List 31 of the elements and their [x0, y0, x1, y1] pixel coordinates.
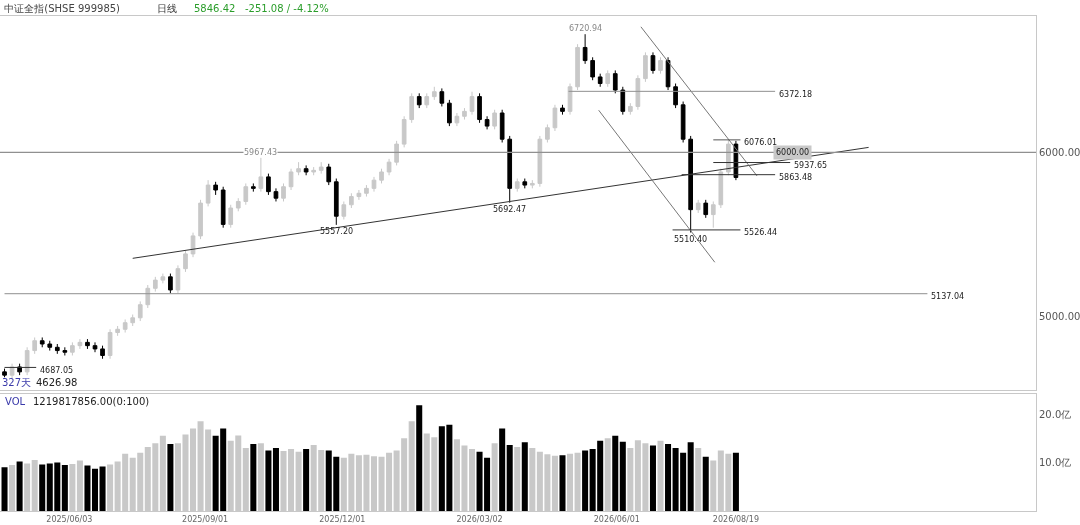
y-tick-label: 10.0亿: [1039, 457, 1072, 469]
text: -251.08 / -4.12%: [245, 3, 329, 14]
annotation: VOL: [5, 396, 26, 407]
annotation: 5510.40: [674, 235, 708, 244]
x-tick-label: 2025/06/03: [46, 514, 93, 524]
text: 日线: [157, 3, 177, 14]
ref-line-label: 6000.00: [776, 148, 810, 157]
x-tick-label: 2026/08/19: [712, 514, 759, 524]
series-label: 5137.04: [931, 292, 965, 301]
text: 5846.42: [194, 3, 236, 14]
series-label: 4687.05: [40, 366, 74, 375]
series-label: 5937.65: [794, 161, 828, 170]
series-label: 6076.01: [744, 138, 778, 147]
annotation: 5692.47: [493, 205, 527, 214]
y-tick-label: 6000.00: [1039, 146, 1080, 158]
x-tick-label: 2026/03/02: [456, 514, 503, 524]
chart-title: 中证全指(SHSE 999985): [4, 2, 121, 14]
annotation: 4626.98: [36, 377, 78, 388]
annotation: 5967.43: [244, 148, 278, 157]
x-tick-label: 2025/12/01: [319, 514, 366, 524]
x-tick-label: 2026/06/01: [593, 514, 640, 524]
annotation: 1219817856.00(0:100): [33, 396, 150, 407]
annotation: 6720.94: [569, 24, 603, 33]
annotation: 327天: [2, 377, 32, 388]
series-label: 5526.44: [744, 228, 778, 237]
series-label: 5863.48: [779, 173, 813, 182]
x-tick-label: 2025/09/01: [182, 514, 229, 524]
series-label: 6372.18: [779, 90, 813, 99]
annotation: 5557.20: [320, 227, 354, 236]
y-tick-label: 20.0亿: [1039, 408, 1072, 420]
y-tick-label: 5000.00: [1039, 310, 1080, 322]
